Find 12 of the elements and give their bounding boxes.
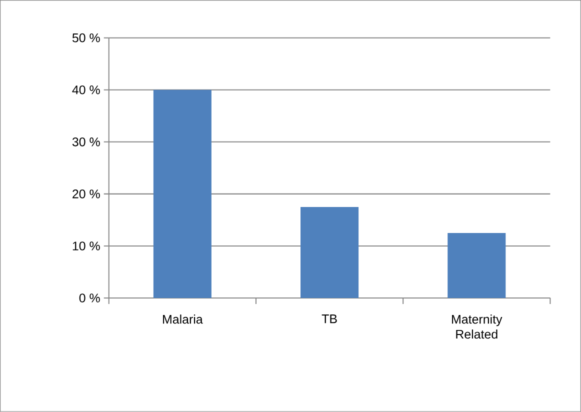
y-tick-label: 50 % <box>72 33 100 42</box>
y-tick-label: 20 % <box>72 190 100 198</box>
bar <box>448 233 506 298</box>
x-tick-label: Malaria <box>163 314 203 324</box>
x-tick-label: Maternity Related <box>452 314 502 339</box>
y-tick-label: 40 % <box>72 86 100 94</box>
bar <box>300 206 359 298</box>
bar <box>153 90 212 298</box>
y-tick-label: 0 % <box>79 294 100 302</box>
y-tick-label: 10 % <box>72 242 100 250</box>
y-tick-label: 30 % <box>72 138 100 146</box>
x-tick-label: TB <box>322 314 337 324</box>
